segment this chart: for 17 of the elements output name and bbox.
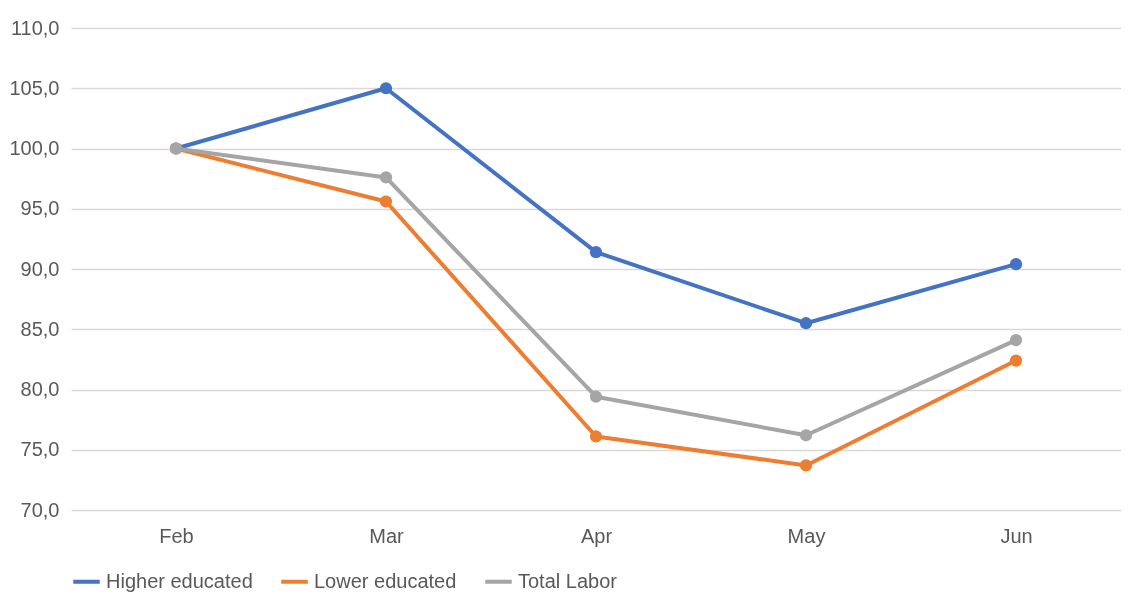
y-tick-label: 75,0 xyxy=(20,438,60,461)
y-tick-label: 100,0 xyxy=(9,137,60,159)
y-tick-label: 95,0 xyxy=(20,197,60,220)
y-tick-label: 105,0 xyxy=(9,76,60,99)
y-tick-label: 110,0 xyxy=(10,16,60,39)
x-tick-label: Feb xyxy=(159,524,194,547)
y-tick-label: 70,0 xyxy=(20,498,60,521)
y-tick-label: 90,0 xyxy=(20,257,60,280)
x-tick-label: Apr xyxy=(580,524,613,547)
y-tick-label: 80,0 xyxy=(20,378,60,400)
y-tick-label: 85,0 xyxy=(20,317,60,340)
legend-label: Lower educated xyxy=(314,569,457,592)
legend-label: Higher educated xyxy=(106,569,253,592)
x-tick-label: Mar xyxy=(369,524,405,547)
x-tick-label: Jun xyxy=(1000,524,1033,547)
x-tick-label: May xyxy=(787,524,826,547)
legend-label: Total Labor xyxy=(518,569,618,592)
